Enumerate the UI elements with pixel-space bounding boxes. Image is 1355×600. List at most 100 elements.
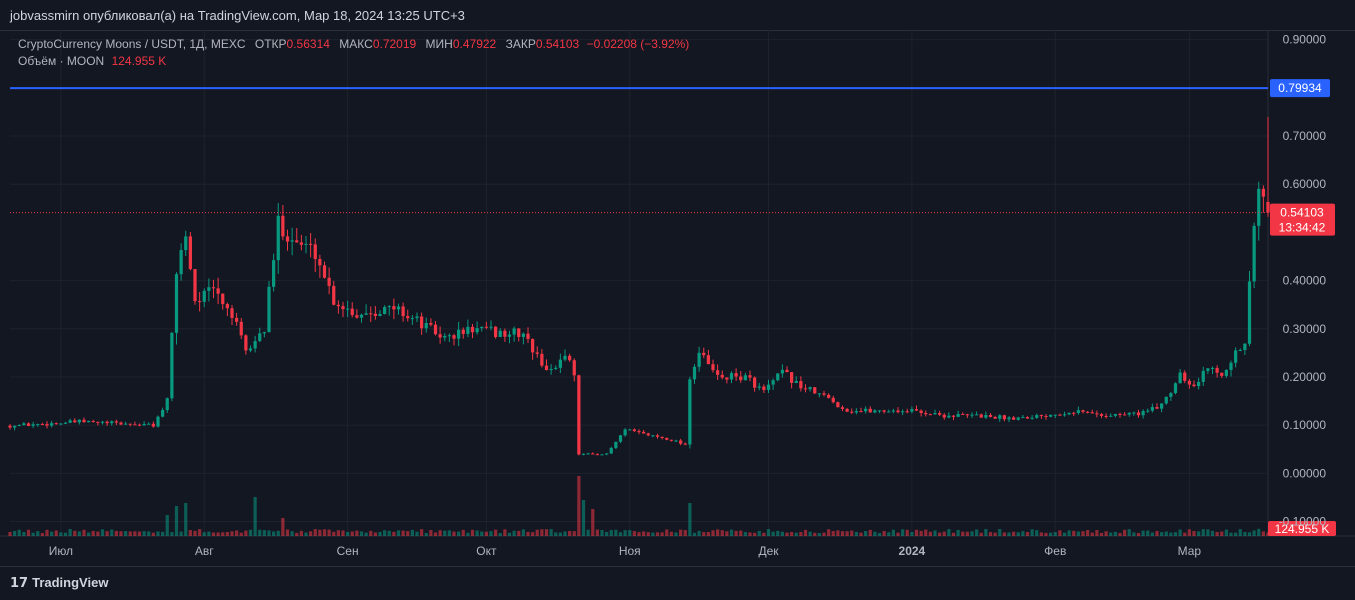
candle-body xyxy=(1201,370,1205,382)
volume-bar xyxy=(480,531,484,536)
candle-body xyxy=(706,355,710,365)
candle-body xyxy=(1016,417,1020,420)
volume-bar xyxy=(785,532,789,536)
candle-body xyxy=(225,304,229,309)
volume-bar xyxy=(341,530,345,536)
last-price-label-bg xyxy=(1270,203,1335,236)
volume-bar xyxy=(1132,532,1136,536)
candle-body xyxy=(651,435,655,437)
candle-body xyxy=(928,414,932,416)
volume-bar xyxy=(711,530,715,536)
volume-bar xyxy=(803,529,808,536)
volume-bar xyxy=(891,529,895,536)
volume-bar xyxy=(461,529,465,536)
candle-body xyxy=(924,412,928,415)
y-tick-label: -0.10000 xyxy=(1279,515,1327,529)
volume-bar xyxy=(475,530,479,536)
volume-bar xyxy=(188,530,192,536)
candle-body xyxy=(128,423,132,425)
candle-body xyxy=(378,313,382,316)
candles xyxy=(8,116,1270,456)
volume-bar xyxy=(831,530,835,536)
time-axis[interactable]: Июл Авг Сен Окт Ноя Дек 2024 Фев Мар xyxy=(49,544,1202,558)
candle-body xyxy=(276,215,280,261)
candle-body xyxy=(383,307,387,314)
candle-body xyxy=(757,386,761,388)
volume-bar xyxy=(128,531,132,536)
volume-bar xyxy=(1109,532,1113,536)
volume-bar xyxy=(503,529,507,536)
candle-body xyxy=(309,243,313,245)
volume-bar xyxy=(276,530,280,536)
candle-body xyxy=(725,377,729,380)
candle-body xyxy=(882,410,886,412)
candle-body xyxy=(577,375,581,455)
candle-body xyxy=(1072,412,1076,414)
candle-body xyxy=(605,453,609,455)
candle-body xyxy=(133,424,137,426)
candle-body xyxy=(827,394,831,398)
candle-body xyxy=(965,414,969,416)
candle-body xyxy=(438,334,442,338)
price-axis[interactable]: 0.90000 0.70000 0.60000 0.40000 0.30000 0.200… xyxy=(1279,33,1327,529)
candle-body xyxy=(299,242,303,245)
volume-bar xyxy=(410,529,414,536)
x-tick-label: Сен xyxy=(337,544,359,558)
candle-body xyxy=(1173,383,1178,394)
candle-body xyxy=(859,411,863,413)
volume-bar xyxy=(1039,532,1043,536)
volume-bar xyxy=(896,532,900,536)
candle-body xyxy=(660,436,664,438)
candle-body xyxy=(443,335,447,338)
volume-bar xyxy=(239,532,243,536)
candle-body xyxy=(253,341,257,349)
volume-bar xyxy=(933,530,937,536)
tradingview-logo[interactable]: 17 TradingView xyxy=(10,575,108,591)
volume-bar xyxy=(40,532,44,536)
volume-bar xyxy=(665,529,669,536)
volume-bar xyxy=(734,530,738,536)
candle-body xyxy=(1007,417,1011,420)
x-tick-label: Фев xyxy=(1044,544,1066,558)
candle-body xyxy=(771,380,775,385)
volume-bar xyxy=(392,531,396,536)
horizontal-line[interactable]: 0.79934 xyxy=(10,79,1330,98)
candle-body xyxy=(498,330,502,338)
candle-body xyxy=(558,359,562,368)
candle-body xyxy=(410,318,414,320)
candle-body xyxy=(1104,415,1108,417)
candle-body xyxy=(322,265,327,278)
candle-body xyxy=(1002,415,1006,420)
candle-body xyxy=(1012,417,1016,420)
candle-body xyxy=(947,415,951,418)
candle-body xyxy=(202,290,206,302)
symbol-label[interactable]: CryptoCurrency Moons / USDT, 1Д, MEXC xyxy=(18,37,246,51)
volume-bar xyxy=(1160,532,1164,536)
candle-body xyxy=(864,408,868,412)
candle-body xyxy=(1039,415,1043,417)
candle-body xyxy=(877,410,882,412)
volume-bar xyxy=(1261,531,1265,536)
horizontal-line-label-bg xyxy=(1270,79,1330,98)
candle-body xyxy=(868,408,872,413)
volume-bar xyxy=(1220,531,1224,536)
candle-body xyxy=(1132,412,1136,414)
volume-bar xyxy=(618,532,623,536)
candle-body xyxy=(507,334,512,337)
candle-body xyxy=(26,423,31,426)
candle-body xyxy=(938,413,942,415)
volume-bar xyxy=(905,529,909,536)
candle-body xyxy=(1136,412,1141,416)
candle-body xyxy=(429,323,433,325)
x-tick-label: Окт xyxy=(476,544,497,558)
candle-body xyxy=(1206,368,1210,371)
volume-label[interactable]: Объём · MOON xyxy=(18,54,105,68)
candle-body xyxy=(836,402,840,408)
candle-body xyxy=(540,353,544,366)
candle-body xyxy=(803,388,808,390)
volume-bar xyxy=(8,531,12,536)
candle-body xyxy=(1238,350,1242,352)
candle-body xyxy=(396,306,401,310)
candle-body xyxy=(891,410,895,412)
